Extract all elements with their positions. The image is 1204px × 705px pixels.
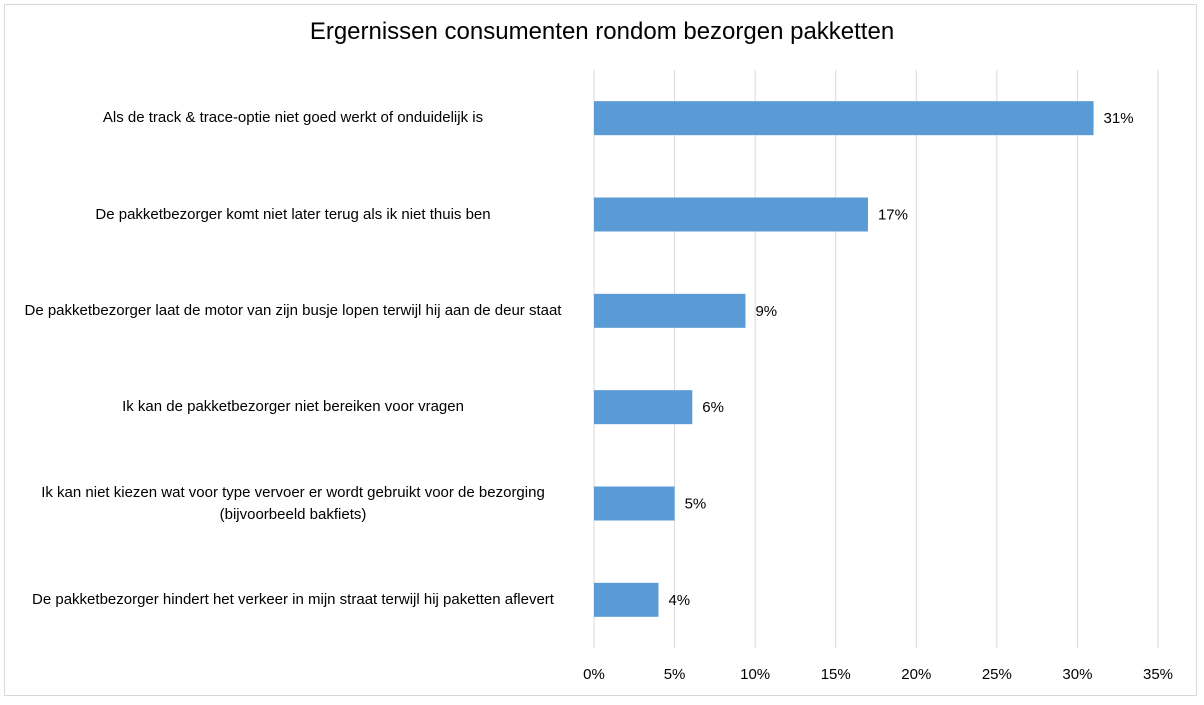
category-label: De pakketbezorger komt niet later terug … <box>95 205 491 223</box>
bar <box>594 486 675 521</box>
x-tick-label: 10% <box>740 666 770 683</box>
category-label: Ik kan de pakketbezorger niet bereiken v… <box>122 398 464 416</box>
category-label: Ik kan niet kiezen wat voor type vervoer… <box>41 483 545 523</box>
data-label: 6% <box>702 399 724 416</box>
x-tick-label: 35% <box>1143 666 1173 683</box>
category-label: De pakketbezorger hindert het verkeer in… <box>32 590 554 608</box>
category-label: De pakketbezorger laat de motor van zijn… <box>24 301 562 319</box>
x-tick-label: 20% <box>901 666 931 683</box>
bar <box>594 582 659 617</box>
data-label: 4% <box>668 592 690 609</box>
x-tick-label: 5% <box>664 666 686 683</box>
bar <box>594 293 746 328</box>
x-tick-label: 25% <box>982 666 1012 683</box>
x-tick-label: 15% <box>821 666 851 683</box>
bar <box>594 101 1094 136</box>
data-label: 31% <box>1104 110 1134 127</box>
data-label: 17% <box>878 207 908 224</box>
data-label: 5% <box>685 496 707 513</box>
data-label: 9% <box>755 303 777 320</box>
chart-title: Ergernissen consumenten rondom bezorgen … <box>309 18 895 45</box>
category-label: Als de track & trace-optie niet goed wer… <box>102 109 484 127</box>
bar <box>594 390 693 425</box>
bar <box>594 197 868 232</box>
x-tick-label: 0% <box>583 666 605 683</box>
x-tick-label: 30% <box>1062 666 1092 683</box>
